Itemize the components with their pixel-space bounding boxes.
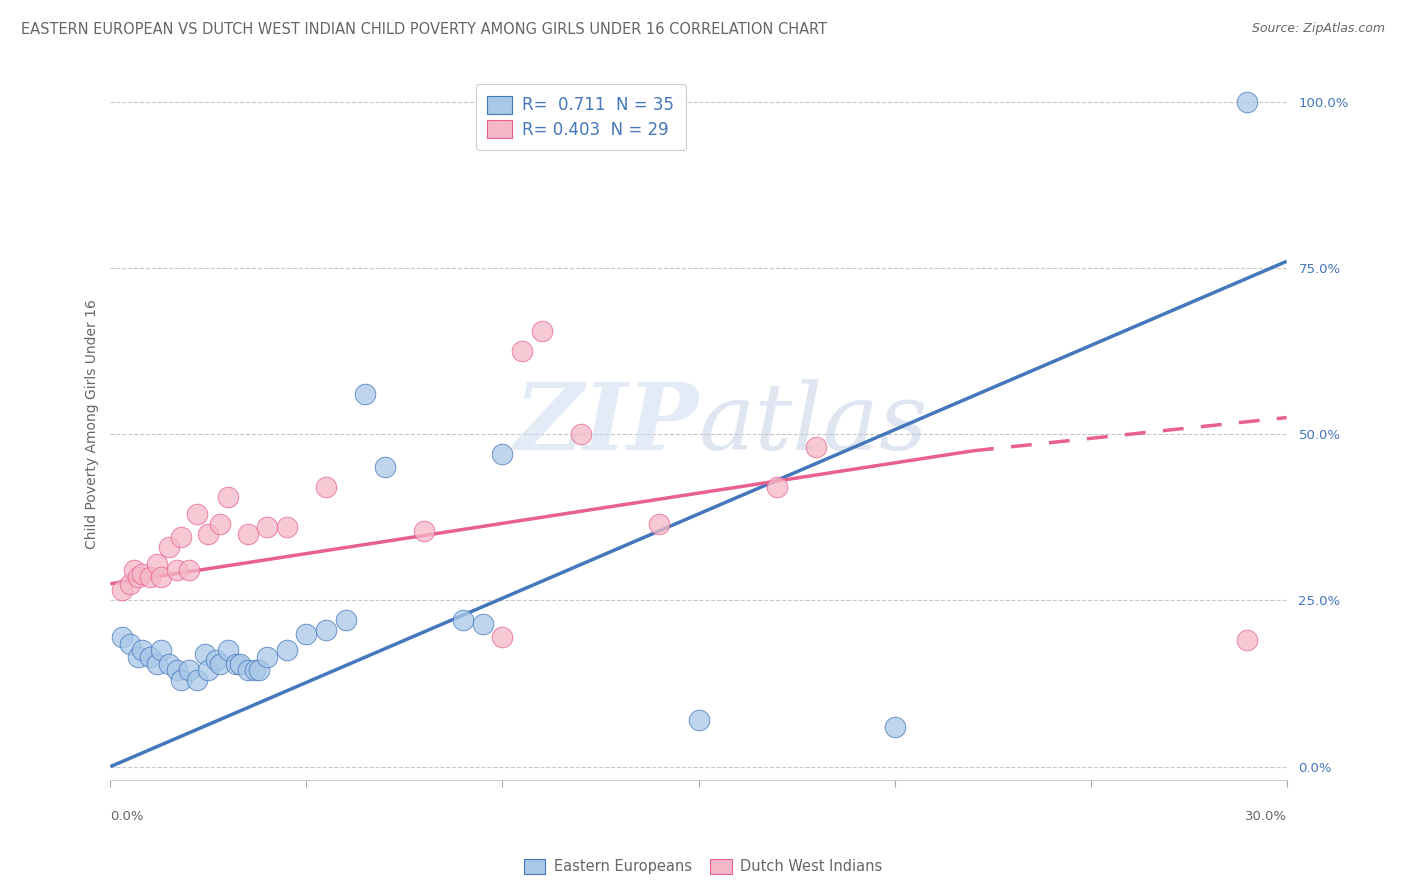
Point xyxy=(354,387,377,401)
Point xyxy=(804,441,827,455)
Point xyxy=(491,630,513,644)
Point xyxy=(569,427,592,442)
Point xyxy=(315,624,337,638)
Point xyxy=(1236,95,1258,109)
Point xyxy=(146,557,169,571)
Point xyxy=(150,570,173,584)
Legend: R=  0.711  N = 35, R= 0.403  N = 29: R= 0.711 N = 35, R= 0.403 N = 29 xyxy=(475,84,686,151)
Point xyxy=(229,657,252,671)
Legend: Eastern Europeans, Dutch West Indians: Eastern Europeans, Dutch West Indians xyxy=(517,853,889,880)
Text: ZIP: ZIP xyxy=(515,379,699,469)
Point xyxy=(217,643,239,657)
Point xyxy=(374,460,396,475)
Point xyxy=(177,663,200,677)
Point xyxy=(111,630,134,644)
Point xyxy=(166,663,188,677)
Point xyxy=(122,564,145,578)
Point xyxy=(510,344,533,359)
Point xyxy=(245,663,267,677)
Point xyxy=(193,647,215,661)
Point xyxy=(197,527,219,541)
Point xyxy=(138,649,160,664)
Point xyxy=(315,480,337,494)
Point xyxy=(491,447,513,461)
Point xyxy=(256,649,278,664)
Point xyxy=(157,657,180,671)
Point xyxy=(295,626,318,640)
Point xyxy=(225,657,247,671)
Point xyxy=(276,643,298,657)
Point xyxy=(166,564,188,578)
Point xyxy=(177,564,200,578)
Point xyxy=(186,673,208,688)
Point xyxy=(146,657,169,671)
Point xyxy=(111,583,134,598)
Point xyxy=(453,613,475,627)
Text: 0.0%: 0.0% xyxy=(111,811,143,823)
Point xyxy=(186,507,208,521)
Point xyxy=(413,524,436,538)
Point xyxy=(170,673,193,688)
Point xyxy=(217,491,239,505)
Point xyxy=(150,643,173,657)
Text: 30.0%: 30.0% xyxy=(1244,811,1286,823)
Point xyxy=(236,663,259,677)
Point xyxy=(197,663,219,677)
Point xyxy=(170,530,193,544)
Point xyxy=(131,566,153,581)
Point xyxy=(209,657,232,671)
Point xyxy=(118,576,141,591)
Point xyxy=(138,570,160,584)
Point xyxy=(530,324,553,338)
Point xyxy=(118,637,141,651)
Text: atlas: atlas xyxy=(699,379,928,469)
Point xyxy=(247,663,270,677)
Text: Source: ZipAtlas.com: Source: ZipAtlas.com xyxy=(1251,22,1385,36)
Point xyxy=(131,643,153,657)
Point xyxy=(205,653,228,667)
Point xyxy=(256,520,278,534)
Point xyxy=(766,480,789,494)
Point xyxy=(209,516,232,531)
Point xyxy=(1236,633,1258,648)
Point xyxy=(335,613,357,627)
Point xyxy=(236,527,259,541)
Point xyxy=(471,616,494,631)
Text: EASTERN EUROPEAN VS DUTCH WEST INDIAN CHILD POVERTY AMONG GIRLS UNDER 16 CORRELA: EASTERN EUROPEAN VS DUTCH WEST INDIAN CH… xyxy=(21,22,827,37)
Point xyxy=(127,649,149,664)
Point xyxy=(127,570,149,584)
Point xyxy=(648,516,671,531)
Point xyxy=(688,713,710,727)
Point xyxy=(276,520,298,534)
Y-axis label: Child Poverty Among Girls Under 16: Child Poverty Among Girls Under 16 xyxy=(86,300,100,549)
Point xyxy=(883,720,905,734)
Point xyxy=(157,540,180,554)
